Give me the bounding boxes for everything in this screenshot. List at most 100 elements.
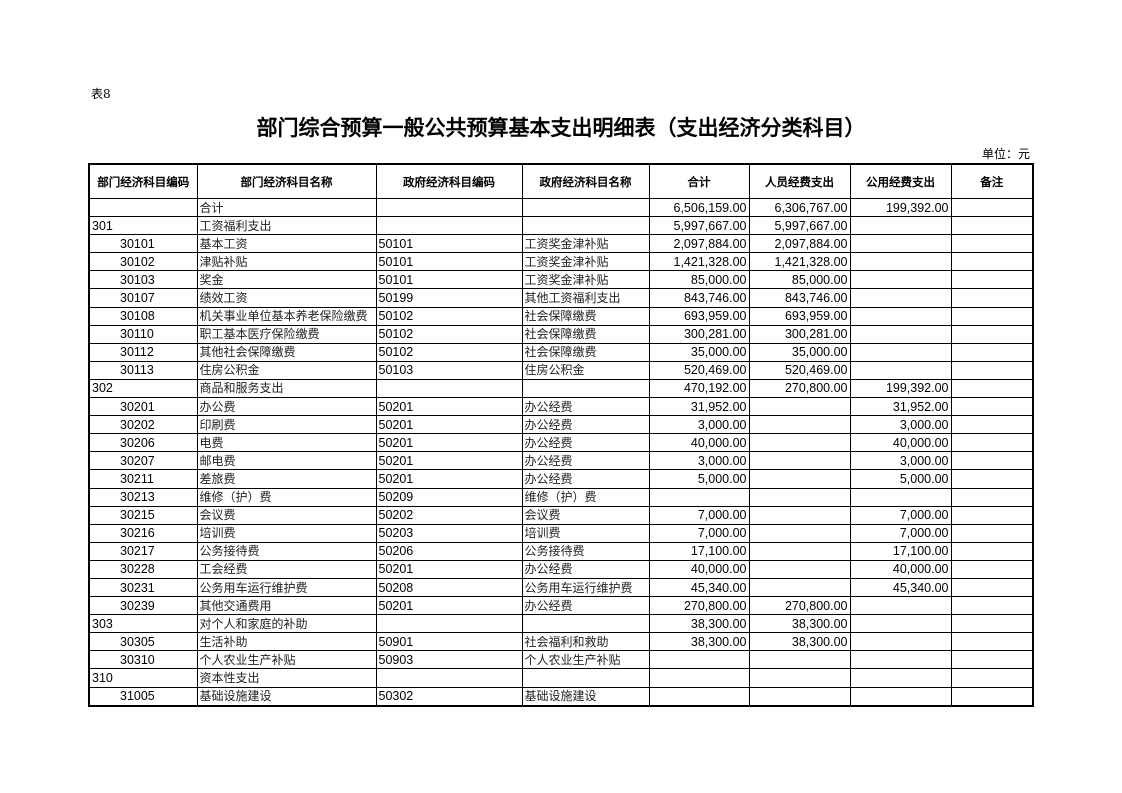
personnel-cell bbox=[748, 541, 851, 561]
personnel-cell: 843,746.00 bbox=[748, 288, 851, 308]
note-cell bbox=[950, 378, 1034, 399]
dept-name-cell: 公务用车运行维护费 bbox=[196, 577, 377, 598]
total-cell: 85,000.00 bbox=[648, 270, 750, 290]
gov-name-cell: 社会福利和救助 bbox=[521, 632, 650, 652]
gov-name-cell: 办公经费 bbox=[521, 469, 650, 489]
gov-name-cell: 办公经费 bbox=[521, 415, 650, 435]
public-cell bbox=[849, 668, 952, 688]
note-cell bbox=[950, 614, 1034, 634]
dept-name-cell: 公务接待费 bbox=[196, 541, 377, 561]
gov-name-cell bbox=[521, 216, 650, 236]
gov-code-cell: 50201 bbox=[375, 415, 523, 435]
gov-code-cell bbox=[375, 197, 523, 218]
public-cell: 31,952.00 bbox=[849, 397, 952, 417]
gov-name-cell: 社会保障缴费 bbox=[521, 324, 650, 344]
gov-name-cell: 会议费 bbox=[521, 505, 650, 525]
dept-code-cell: 31005 bbox=[88, 686, 198, 707]
table-body: 合计 6,506,159.00 6,306,767.00 199,392.00 301 工… bbox=[88, 197, 1034, 707]
public-cell bbox=[849, 487, 952, 507]
dept-name-cell: 工资福利支出 bbox=[196, 216, 377, 236]
total-cell bbox=[648, 668, 750, 688]
total-cell: 470,192.00 bbox=[648, 378, 750, 399]
note-cell bbox=[950, 559, 1034, 579]
dept-name-cell: 办公费 bbox=[196, 397, 377, 417]
total-cell: 1,421,328.00 bbox=[648, 252, 750, 272]
gov-name-cell: 工资奖金津补贴 bbox=[521, 234, 650, 254]
gov-code-cell: 50302 bbox=[375, 686, 523, 707]
total-cell bbox=[648, 650, 750, 670]
total-cell: 3,000.00 bbox=[648, 451, 750, 471]
header-dept-name: 部门经济科目名称 bbox=[196, 163, 377, 199]
gov-name-cell: 社会保障缴费 bbox=[521, 342, 650, 362]
dept-name-cell: 基础设施建设 bbox=[196, 686, 377, 707]
dept-name-cell: 津贴补贴 bbox=[196, 252, 377, 272]
dept-name-cell: 机关事业单位基本养老保险缴费 bbox=[196, 306, 377, 326]
dept-name-cell: 工会经费 bbox=[196, 559, 377, 579]
dept-code-cell: 30207 bbox=[88, 451, 198, 471]
personnel-cell: 1,421,328.00 bbox=[748, 252, 851, 272]
table-row: 30103 奖金 50101 工资奖金津补贴 85,000.00 85,000.00 bbox=[88, 270, 1034, 290]
gov-code-cell: 50102 bbox=[375, 306, 523, 326]
public-cell bbox=[849, 288, 952, 308]
personnel-cell bbox=[748, 415, 851, 435]
note-cell bbox=[950, 469, 1034, 489]
table-row: 30112 其他社会保障缴费 50102 社会保障缴费 35,000.00 35,000.… bbox=[88, 342, 1034, 362]
dept-code-cell: 30101 bbox=[88, 234, 198, 254]
gov-name-cell bbox=[521, 614, 650, 634]
total-cell: 5,000.00 bbox=[648, 469, 750, 489]
table-row: 30239 其他交通费用 50201 办公经费 270,800.00 270,800.00 bbox=[88, 596, 1034, 616]
personnel-cell bbox=[748, 668, 851, 688]
personnel-cell: 6,306,767.00 bbox=[748, 197, 851, 218]
public-cell bbox=[849, 306, 952, 326]
table-row: 30217 公务接待费 50206 公务接待费 17,100.00 17,100.00 bbox=[88, 541, 1034, 561]
dept-name-cell: 对个人和家庭的补助 bbox=[196, 614, 377, 634]
total-cell: 31,952.00 bbox=[648, 397, 750, 417]
table-row: 310 资本性支出 bbox=[88, 668, 1034, 688]
dept-name-cell: 差旅费 bbox=[196, 469, 377, 489]
dept-code-cell: 30228 bbox=[88, 559, 198, 579]
personnel-cell bbox=[748, 397, 851, 417]
table-row: 30216 培训费 50203 培训费 7,000.00 7,000.00 bbox=[88, 523, 1034, 543]
personnel-cell: 38,300.00 bbox=[748, 632, 851, 652]
gov-code-cell: 50203 bbox=[375, 523, 523, 543]
total-cell: 520,469.00 bbox=[648, 360, 750, 380]
dept-name-cell: 住房公积金 bbox=[196, 360, 377, 380]
dept-code-cell: 30310 bbox=[88, 650, 198, 670]
total-cell: 40,000.00 bbox=[648, 559, 750, 579]
table-row: 31005 基础设施建设 50302 基础设施建设 bbox=[88, 686, 1034, 707]
note-cell bbox=[950, 505, 1034, 525]
public-cell bbox=[849, 342, 952, 362]
table-row: 30207 邮电费 50201 办公经费 3,000.00 3,000.00 bbox=[88, 451, 1034, 471]
table-row: 303 对个人和家庭的补助 38,300.00 38,300.00 bbox=[88, 614, 1034, 634]
public-cell: 3,000.00 bbox=[849, 415, 952, 435]
gov-name-cell: 培训费 bbox=[521, 523, 650, 543]
personnel-cell: 35,000.00 bbox=[748, 342, 851, 362]
gov-code-cell: 50102 bbox=[375, 342, 523, 362]
total-cell: 40,000.00 bbox=[648, 433, 750, 453]
total-cell: 7,000.00 bbox=[648, 523, 750, 543]
note-cell bbox=[950, 487, 1034, 507]
dept-name-cell: 个人农业生产补贴 bbox=[196, 650, 377, 670]
gov-name-cell: 其他工资福利支出 bbox=[521, 288, 650, 308]
total-cell: 5,997,667.00 bbox=[648, 216, 750, 236]
dept-code-cell: 30305 bbox=[88, 632, 198, 652]
dept-code-cell: 30110 bbox=[88, 324, 198, 344]
total-cell bbox=[648, 686, 750, 707]
total-cell: 300,281.00 bbox=[648, 324, 750, 344]
gov-name-cell: 基础设施建设 bbox=[521, 686, 650, 707]
note-cell bbox=[950, 360, 1034, 380]
gov-code-cell: 50208 bbox=[375, 577, 523, 598]
dept-code-cell bbox=[88, 197, 198, 218]
dept-code-cell: 30217 bbox=[88, 541, 198, 561]
header-row: 部门经济科目编码 部门经济科目名称 政府经济科目编码 政府经济科目名称 合计 人… bbox=[88, 163, 1034, 199]
dept-name-cell: 维修（护）费 bbox=[196, 487, 377, 507]
dept-code-cell: 30201 bbox=[88, 397, 198, 417]
dept-code-cell: 30215 bbox=[88, 505, 198, 525]
public-cell bbox=[849, 596, 952, 616]
note-cell bbox=[950, 342, 1034, 362]
gov-code-cell: 50103 bbox=[375, 360, 523, 380]
public-cell bbox=[849, 252, 952, 272]
public-cell bbox=[849, 650, 952, 670]
dept-code-cell: 30213 bbox=[88, 487, 198, 507]
public-cell: 7,000.00 bbox=[849, 505, 952, 525]
